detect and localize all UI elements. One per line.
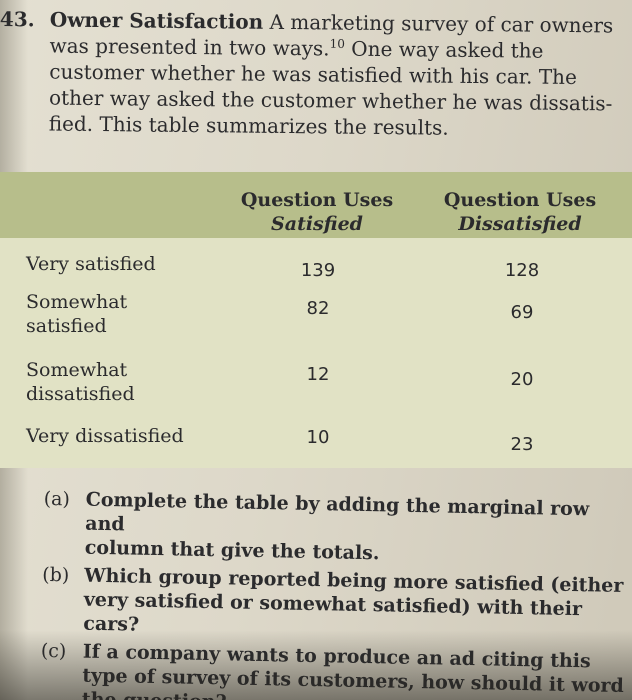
problem-number: 43. xyxy=(0,6,35,32)
question-text-line: very satisfied or somewhat satisfied) wi… xyxy=(83,588,583,636)
row-label-very-satisfied: Very satisfied xyxy=(26,252,226,276)
question-c: (c) If a company wants to produce an ad … xyxy=(0,638,629,700)
table-cell: 12 xyxy=(306,364,330,385)
row-label-text-2: dissatisfied xyxy=(26,383,135,405)
row-label-text-2: satisfied xyxy=(26,315,107,337)
problem-text-2b: One way asked the xyxy=(344,36,544,63)
row-label-text: Very satisfied xyxy=(26,253,156,275)
row-label-text: Very dissatisfied xyxy=(26,425,184,447)
table-cell: 128 xyxy=(504,260,540,281)
survey-table: Question Uses Satisfied Question Uses Di… xyxy=(0,172,632,468)
column-header-satisfied: Question Uses Satisfied xyxy=(217,188,417,236)
problem-text-1: A marketing survey of car owners xyxy=(263,9,614,38)
row-label-text: Somewhat xyxy=(26,291,128,313)
table-cell: 82 xyxy=(306,298,330,319)
footnote-marker: 10 xyxy=(329,36,346,51)
problem-text-2: was presented in two ways. xyxy=(49,33,330,61)
table-header: Question Uses Satisfied Question Uses Di… xyxy=(0,172,632,238)
row-label-somewhat-satisfied: Somewhat satisfied xyxy=(26,290,226,338)
column-header-satisfied-line2: Satisfied xyxy=(271,213,363,235)
column-header-satisfied-line1: Question Uses xyxy=(240,189,394,211)
row-label-somewhat-dissatisfied: Somewhat dissatisfied xyxy=(26,358,226,406)
question-letter: (b) xyxy=(42,563,70,587)
row-label-text: Somewhat xyxy=(26,359,128,381)
column-header-dissatisfied-line2: Dissatisfied xyxy=(458,213,582,235)
table-cell: 69 xyxy=(510,302,534,323)
row-label-very-dissatisfied: Very dissatisfied xyxy=(26,424,226,448)
table-cell: 10 xyxy=(306,427,330,448)
question-list: (a) Complete the table by adding the mar… xyxy=(0,486,632,700)
problem-title: Owner Satisfaction xyxy=(49,7,264,34)
table-cell: 139 xyxy=(300,260,336,281)
question-letter: (c) xyxy=(40,639,67,663)
column-header-dissatisfied: Question Uses Dissatisfied xyxy=(420,188,620,236)
table-cell: 23 xyxy=(510,434,534,455)
problem-statement: 43. Owner Satisfaction A marketing survey… xyxy=(0,6,615,142)
question-letter: (a) xyxy=(43,487,71,511)
question-b: (b) Which group reported being more sati… xyxy=(0,562,630,646)
question-a: (a) Complete the table by adding the mar… xyxy=(0,486,632,570)
column-header-dissatisfied-line1: Question Uses xyxy=(443,189,597,211)
table-cell: 20 xyxy=(510,369,534,390)
